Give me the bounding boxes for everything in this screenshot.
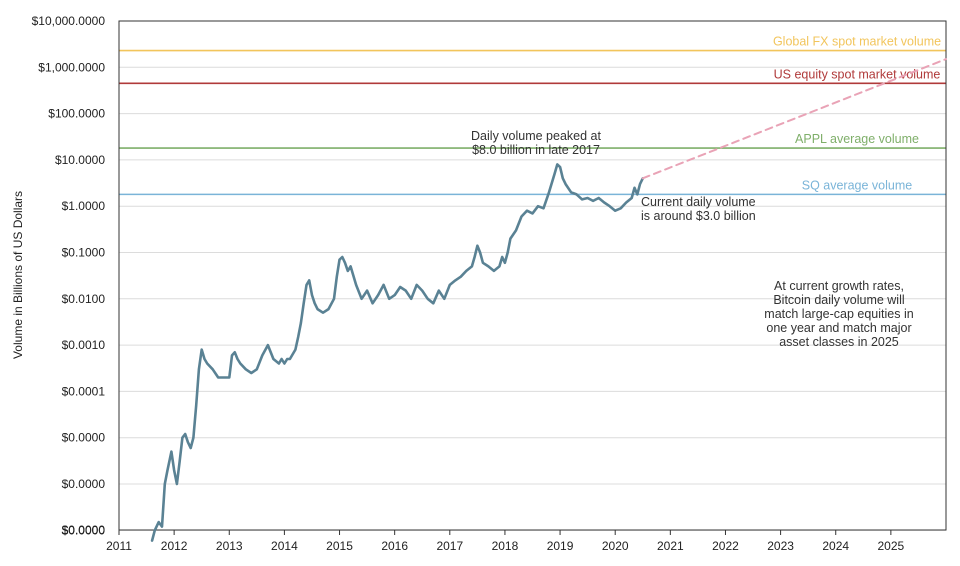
y-tick-label: $1,000.0000	[38, 60, 105, 74]
y-tick-label: $100.0000	[48, 107, 105, 121]
x-tick-label: 2017	[436, 539, 463, 553]
series	[150, 58, 947, 542]
x-tick-label: 2019	[547, 539, 574, 553]
y-tick-label: $1.0000	[62, 199, 106, 213]
annotation-line: is around $3.0 billion	[641, 209, 756, 223]
reference-line-label: APPL average volume	[795, 132, 919, 146]
y-tick-label: $0.0000	[62, 477, 106, 491]
y-axis-title: Volume in Billions of US Dollars	[11, 191, 25, 359]
y-tick-label: $0.0000	[62, 523, 106, 537]
x-tick-label: 2011	[106, 539, 132, 553]
annotation: At current growth rates,Bitcoin daily vo…	[764, 279, 913, 349]
y-tick-label: $0.0010	[62, 338, 106, 352]
reference-line-label: Global FX spot market volume	[773, 35, 941, 49]
x-tick-label: 2020	[602, 539, 629, 553]
y-tick-label: $0.0000	[62, 431, 106, 445]
annotation-line: Bitcoin daily volume will	[773, 293, 904, 307]
x-tick-label: 2023	[767, 539, 794, 553]
annotation-line: match large-cap equities in	[764, 307, 913, 321]
y-tick-label: $10,000.0000	[32, 14, 106, 28]
reference-lines: Global FX spot market volume US equity sp…	[119, 35, 946, 196]
y-tick-label: $0.1000	[62, 246, 106, 260]
gridlines	[119, 20, 946, 531]
y-tick-label: $10.0000	[55, 153, 105, 167]
reference-line-label: US equity spot market volume	[774, 67, 941, 81]
projection-line	[641, 58, 947, 180]
annotations: Daily volume peaked at$8.0 billion in la…	[471, 129, 914, 349]
x-tick-label: 2013	[216, 539, 243, 553]
annotation-line: one year and match major	[766, 321, 911, 335]
annotation-line: Daily volume peaked at	[471, 129, 601, 143]
x-tick-label: 2024	[822, 539, 849, 553]
y-tick-label: $0.0100	[62, 292, 106, 306]
x-tick-label: 2012	[161, 539, 188, 553]
y-axis-ticks: $10,000.0000 $1,000.0000 $100.0000 $10.0000…	[32, 14, 106, 537]
plot-frame	[118, 20, 947, 531]
y-tick-label: $0.0001	[62, 384, 106, 398]
annotation-line: asset classes in 2025	[779, 335, 899, 349]
annotation-line: Current daily volume	[641, 195, 756, 209]
x-tick-label: 2025	[878, 539, 905, 553]
x-axis-ticks: 2011 2012 2013 2014 2015 2016 2017 2018 2019 2020…	[106, 530, 905, 553]
annotation: Daily volume peaked at$8.0 billion in la…	[471, 129, 601, 157]
x-tick-label: 2018	[492, 539, 519, 553]
x-tick-label: 2022	[712, 539, 739, 553]
reference-line-label: SQ average volume	[802, 178, 913, 192]
bitcoin-volume-line	[150, 163, 645, 542]
annotation-line: $8.0 billion in late 2017	[472, 143, 600, 157]
x-tick-label: 2014	[271, 539, 298, 553]
x-tick-label: 2016	[381, 539, 408, 553]
annotation-line: At current growth rates,	[774, 279, 904, 293]
y-tick-label: $0.0000	[62, 523, 106, 537]
x-tick-label: 2015	[326, 539, 353, 553]
x-tick-label: 2021	[657, 539, 684, 553]
